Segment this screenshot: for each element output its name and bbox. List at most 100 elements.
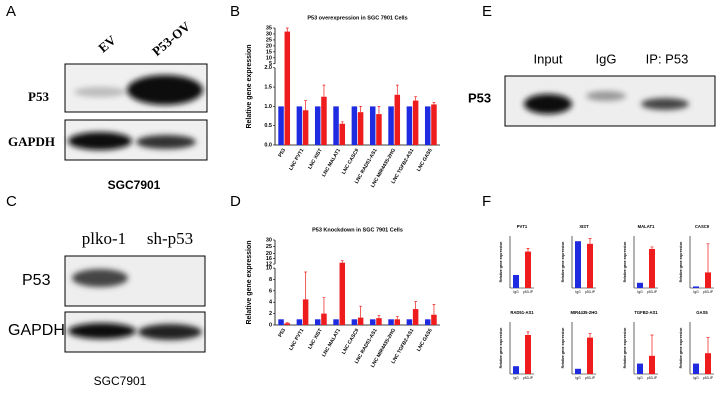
error-bar (706, 243, 710, 273)
bar (376, 318, 382, 325)
error-bar (414, 96, 417, 101)
bar (333, 319, 339, 325)
error-bar (650, 246, 654, 249)
bar (388, 106, 394, 145)
y-tick-label: 15 (266, 49, 272, 55)
x-tick-label: IgG (693, 376, 699, 380)
bar (321, 313, 327, 325)
caption: SGC7901 (108, 178, 161, 192)
bar (575, 368, 581, 374)
error-bar (359, 106, 362, 113)
bar (525, 335, 531, 374)
y-tick-label: 8 (269, 277, 272, 283)
bar (321, 96, 327, 145)
error-bar (588, 333, 592, 338)
error-bar (377, 314, 381, 319)
x-tick-label: P53 (277, 327, 287, 338)
y-tick-label: 20 (266, 43, 272, 49)
panel-label: D (230, 193, 241, 210)
band (74, 87, 126, 97)
y-axis-label: Relative gene expression (561, 328, 565, 369)
x-tick-label: IgG (693, 290, 699, 294)
band (127, 75, 203, 105)
y-axis-label: Relative gene expression (679, 328, 683, 369)
bar (649, 249, 655, 288)
y-tick-label: 2 (269, 311, 272, 317)
lane-label: Input (534, 51, 563, 66)
x-tick-label: LNC MALAT1 (321, 147, 342, 178)
row-label: P53 (22, 272, 51, 289)
chart-title: PVT1 (517, 224, 528, 229)
x-tick-label: IgG (575, 376, 581, 380)
chart-title: TGFB2-AS1 (634, 310, 658, 315)
y-axis-label: Relative gene expression (561, 242, 565, 283)
y-tick-label: 2.0 (264, 65, 272, 71)
y-tick-label: 35 (266, 25, 272, 31)
bar (278, 106, 284, 145)
error-bar (304, 100, 307, 111)
row-label: GAPDH (8, 322, 65, 339)
bar (339, 262, 346, 325)
panel-label: B (230, 3, 240, 20)
bar (587, 243, 593, 288)
y-tick-label: 4 (269, 300, 273, 306)
bar (369, 106, 376, 145)
band (72, 269, 128, 287)
band (68, 132, 132, 150)
x-tick-label: LNC PVT1 (288, 327, 305, 351)
x-tick-label: IgG (575, 290, 581, 294)
chart-title: P53 overexpression in SGC 7901 Cells (307, 15, 407, 21)
error-bar (322, 297, 326, 314)
band (641, 98, 689, 110)
chart-title: XIST (579, 224, 589, 229)
y-axis-label: Relative gene expression (679, 242, 683, 283)
y-axis-label: Relative gene expression (499, 328, 503, 369)
bar (339, 123, 346, 145)
error-bar (588, 238, 592, 244)
y-tick-label: 16 (266, 256, 272, 262)
y-axis-label: Relative gene expression (623, 328, 627, 369)
row-label: P53 (468, 90, 491, 105)
y-tick-label: 10 (266, 55, 272, 61)
lane-label: plko-1 (82, 229, 126, 248)
bar (513, 366, 519, 374)
bar (333, 106, 339, 145)
bar (388, 319, 394, 325)
y-axis-label: Relative gene expression (246, 240, 253, 324)
chart-title: GAS5 (696, 310, 708, 315)
bar (351, 319, 358, 325)
y-tick-label: 1.0 (264, 104, 272, 110)
bar (376, 114, 382, 145)
error-bar (706, 337, 710, 354)
error-bar (340, 260, 344, 263)
x-tick-label: LNC PVT1 (288, 147, 305, 171)
chart-title: RAD51-AS1 (510, 310, 534, 315)
lane-label: EV (95, 32, 119, 55)
bar (314, 319, 321, 325)
bar (351, 106, 358, 145)
lane-label: IP: P53 (646, 51, 689, 66)
bar (637, 363, 643, 374)
row-label: P53 (28, 89, 49, 104)
x-tick-label: p53-IP (585, 290, 596, 294)
band (138, 324, 202, 340)
error-bar (322, 84, 326, 97)
bar (649, 355, 655, 374)
bar (637, 282, 643, 288)
bar (513, 275, 519, 288)
bar (431, 314, 437, 325)
x-tick-label: p53-IP (523, 376, 534, 380)
x-tick-label: LNC MALAT1 (321, 327, 342, 358)
y-tick-label: 30 (266, 237, 272, 243)
lane-label: sh-p53 (147, 229, 193, 248)
error-bar (432, 102, 436, 105)
error-bar (395, 316, 399, 320)
band (68, 323, 136, 339)
x-tick-label: p53-IP (703, 290, 714, 294)
x-tick-label: IgG (513, 290, 519, 294)
chart-title: MALAT1 (638, 224, 655, 229)
error-bar (377, 106, 381, 115)
bar (296, 319, 303, 325)
y-axis-label: Relative gene expression (499, 242, 503, 283)
